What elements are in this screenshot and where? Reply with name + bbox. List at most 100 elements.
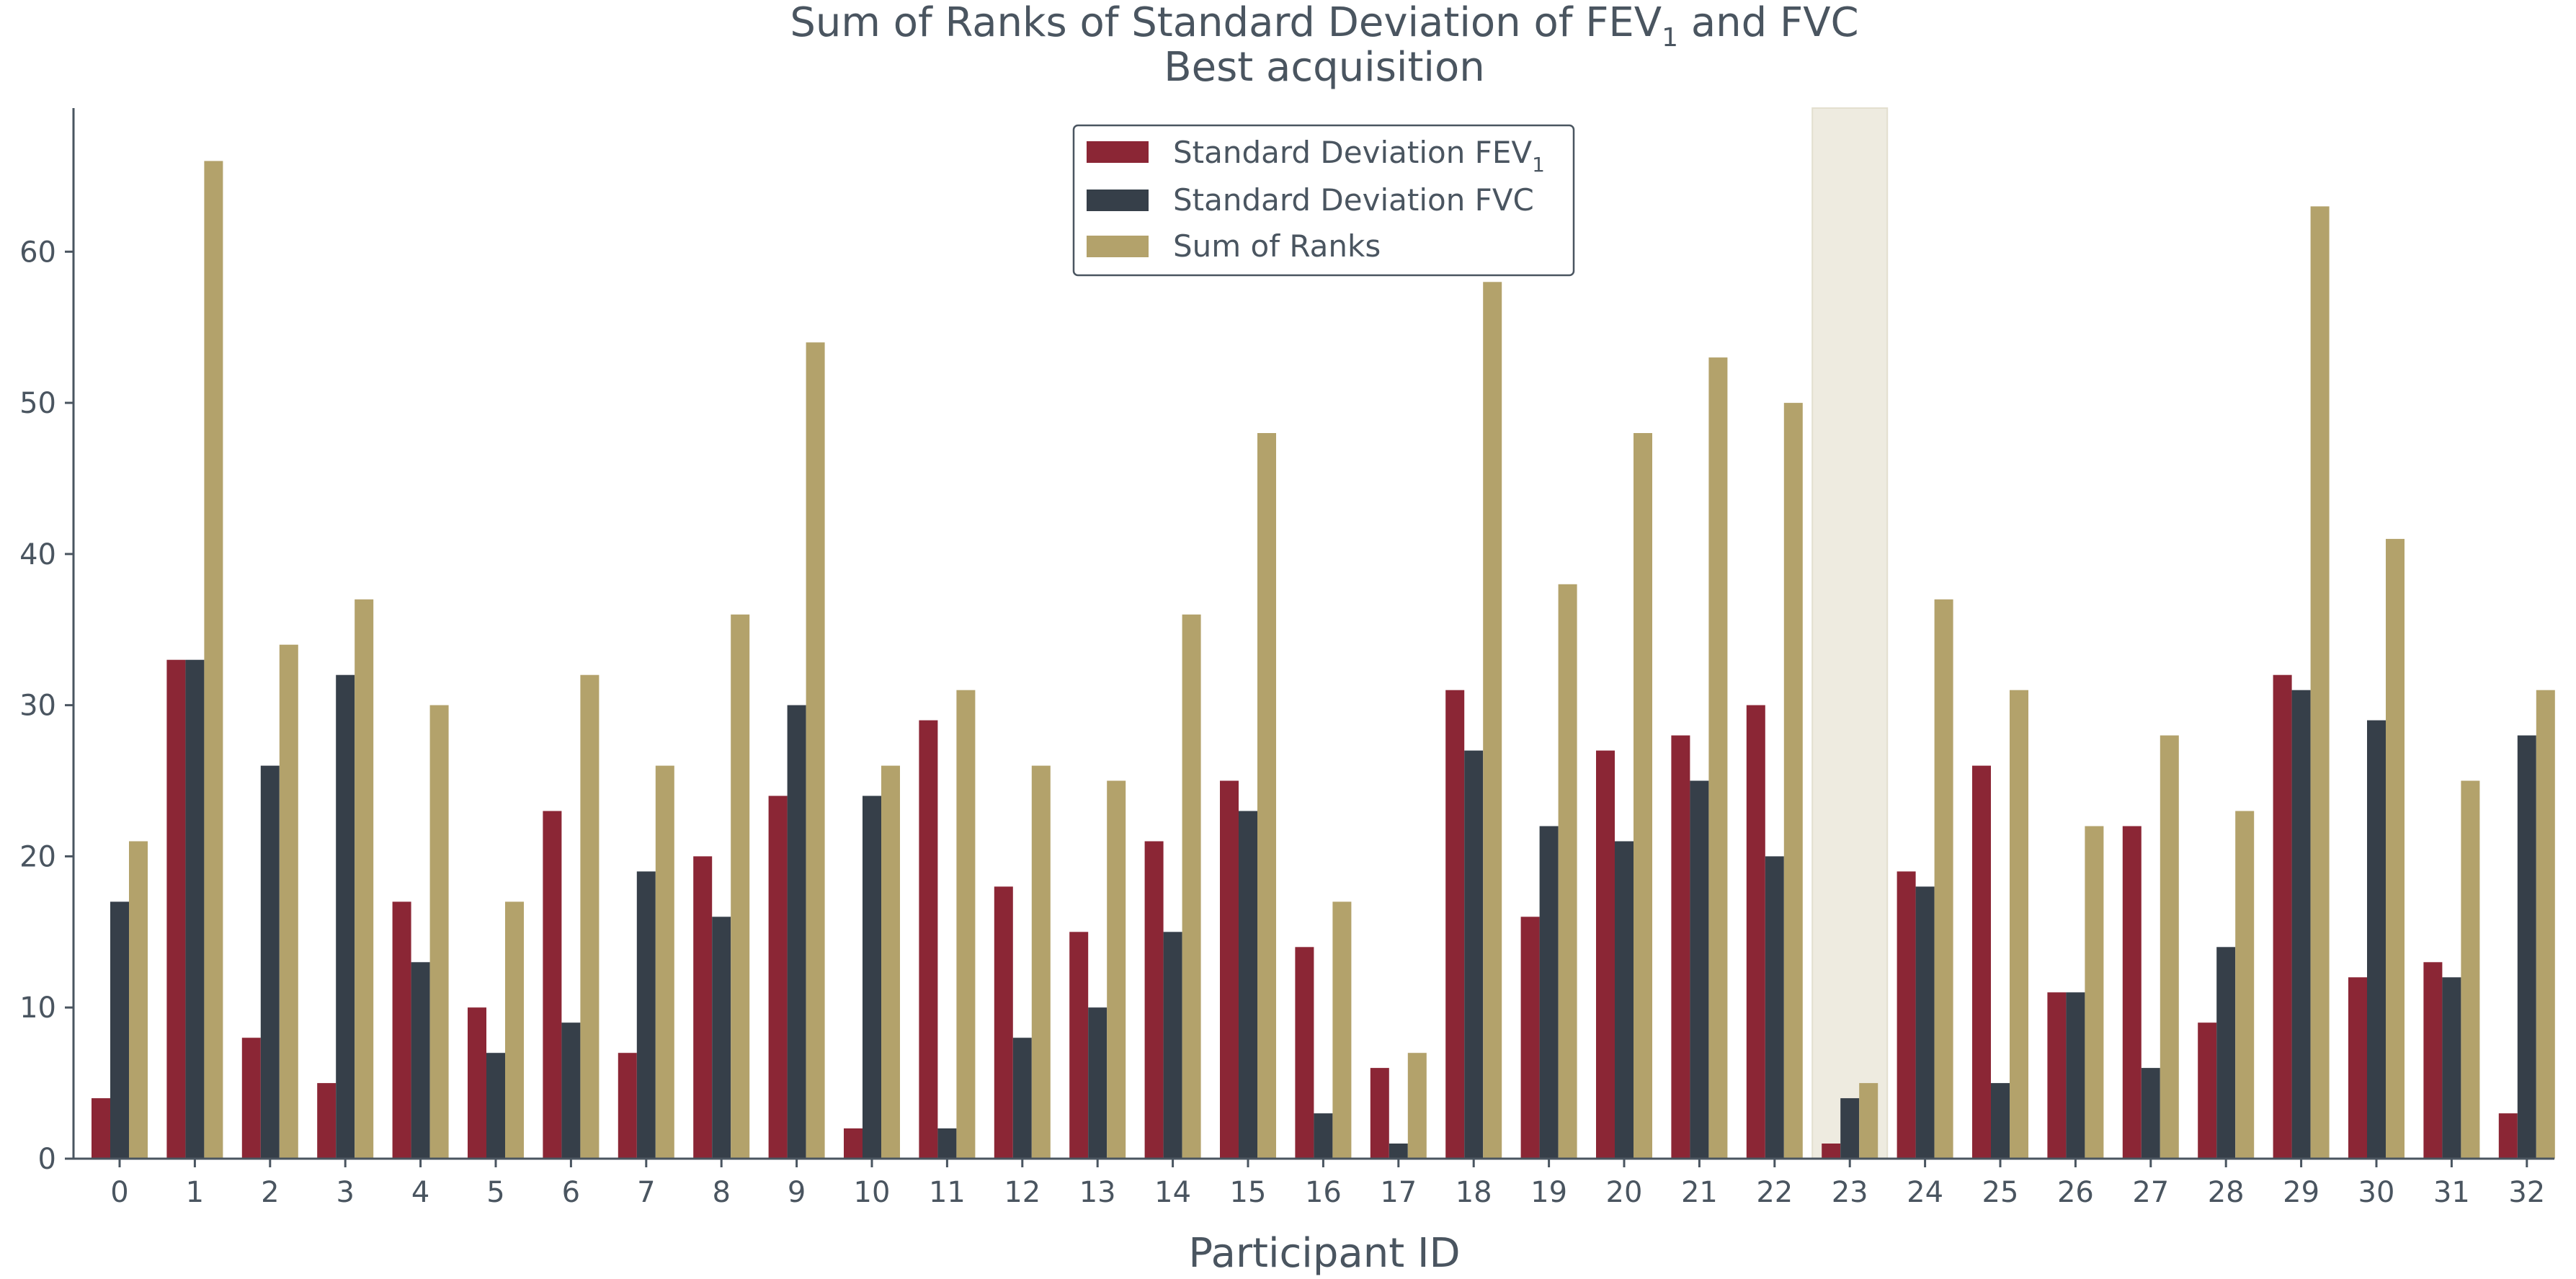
bar-fvc-participant-2 — [260, 765, 280, 1159]
bar-fev1-participant-15 — [1220, 780, 1239, 1159]
x-tick-label-22: 22 — [1756, 1176, 1793, 1209]
bar-fvc-participant-27 — [2141, 1068, 2160, 1159]
bar-fvc-participant-19 — [1539, 826, 1559, 1159]
x-tick-label-5: 5 — [486, 1176, 504, 1209]
bar-fev1-participant-1 — [166, 659, 186, 1159]
x-tick-label-24: 24 — [1907, 1176, 1943, 1209]
bar-sum-of-ranks-participant-31 — [2461, 780, 2480, 1159]
bar-fvc-participant-24 — [1915, 886, 1935, 1159]
bar-fvc-participant-5 — [486, 1053, 505, 1159]
bar-fev1-participant-22 — [1746, 705, 1765, 1159]
bar-fvc-participant-22 — [1765, 856, 1784, 1159]
bar-sum-of-ranks-participant-0 — [129, 841, 148, 1159]
bar-fev1-participant-5 — [468, 1007, 486, 1159]
x-tick-label-0: 0 — [110, 1176, 128, 1209]
x-tick-label-30: 30 — [2358, 1176, 2395, 1209]
x-tick-label-29: 29 — [2283, 1176, 2319, 1209]
x-tick-label-14: 14 — [1154, 1176, 1191, 1209]
bar-sum-of-ranks-participant-1 — [204, 161, 223, 1159]
bar-fvc-participant-25 — [1991, 1083, 2010, 1159]
bar-fev1-participant-13 — [1069, 932, 1089, 1159]
x-tick-label-7: 7 — [637, 1176, 655, 1209]
bar-sum-of-ranks-participant-3 — [355, 599, 374, 1159]
bar-sum-of-ranks-participant-12 — [1031, 765, 1051, 1159]
bar-sum-of-ranks-participant-10 — [881, 765, 900, 1159]
bar-sum-of-ranks-participant-6 — [580, 674, 600, 1159]
bar-fvc-participant-21 — [1690, 780, 1709, 1159]
bar-fvc-participant-28 — [2216, 947, 2236, 1159]
x-tick-label-1: 1 — [186, 1176, 204, 1209]
x-tick-label-8: 8 — [712, 1176, 730, 1209]
bar-fvc-participant-6 — [561, 1022, 581, 1159]
bar-fvc-participant-32 — [2517, 735, 2536, 1159]
bar-fev1-participant-8 — [693, 856, 713, 1159]
bar-fev1-participant-24 — [1897, 871, 1916, 1159]
legend-swatch-sum-of-ranks — [1087, 236, 1149, 257]
bar-fev1-participant-10 — [844, 1128, 863, 1159]
y-tick-label-10: 10 — [19, 991, 56, 1025]
x-tick-label-9: 9 — [788, 1176, 806, 1209]
bar-fev1-participant-3 — [317, 1083, 337, 1159]
bar-sum-of-ranks-participant-25 — [2010, 690, 2028, 1159]
bar-sum-of-ranks-participant-21 — [1708, 357, 1728, 1159]
bar-sum-of-ranks-participant-18 — [1483, 282, 1502, 1159]
bar-sum-of-ranks-participant-11 — [956, 690, 976, 1159]
bar-fvc-participant-18 — [1464, 750, 1484, 1159]
x-tick-label-17: 17 — [1380, 1176, 1417, 1209]
chart-title-line1: Sum of Ranks of Standard Deviation of FE… — [790, 0, 1858, 53]
bar-fev1-participant-9 — [768, 796, 788, 1159]
bar-sum-of-ranks-participant-15 — [1257, 433, 1276, 1159]
bar-fev1-participant-12 — [994, 886, 1013, 1159]
bar-fvc-participant-7 — [636, 871, 656, 1159]
x-tick-label-10: 10 — [854, 1176, 891, 1209]
x-tick-label-13: 13 — [1079, 1176, 1116, 1209]
x-tick-label-27: 27 — [2132, 1176, 2169, 1209]
y-tick-label-40: 40 — [19, 538, 56, 571]
chart-title-line2: Best acquisition — [1164, 44, 1485, 91]
bar-fvc-participant-3 — [336, 674, 355, 1159]
x-tick-label-20: 20 — [1606, 1176, 1643, 1209]
bar-fev1-participant-27 — [2122, 826, 2142, 1159]
bar-fev1-participant-11 — [919, 720, 938, 1159]
bar-fev1-participant-14 — [1144, 841, 1164, 1159]
bar-fev1-participant-29 — [2273, 674, 2292, 1159]
bar-fvc-participant-13 — [1088, 1007, 1107, 1159]
x-tick-label-12: 12 — [1004, 1176, 1040, 1209]
x-tick-label-16: 16 — [1305, 1176, 1342, 1209]
highlight-band-participant-23 — [1811, 107, 1889, 1159]
bar-fev1-participant-25 — [1972, 765, 1991, 1159]
x-tick-label-21: 21 — [1681, 1176, 1718, 1209]
bar-fev1-participant-4 — [392, 901, 411, 1159]
x-tick-label-3: 3 — [336, 1176, 354, 1209]
x-axis-label: Participant ID — [1188, 1230, 1460, 1277]
bar-sum-of-ranks-participant-8 — [731, 614, 750, 1159]
legend: Standard Deviation FEV1 Standard Deviati… — [1072, 124, 1575, 277]
bar-fev1-participant-6 — [543, 811, 562, 1159]
bar-fvc-participant-30 — [2367, 720, 2386, 1159]
bar-fev1-participant-18 — [1445, 690, 1465, 1159]
bar-fev1-participant-7 — [618, 1053, 637, 1159]
bar-fvc-participant-1 — [185, 659, 205, 1159]
bar-fev1-participant-28 — [2198, 1022, 2217, 1159]
bar-fvc-participant-15 — [1239, 811, 1257, 1159]
bar-fev1-participant-26 — [2047, 992, 2067, 1159]
legend-label-sum-of-ranks: Sum of Ranks — [1173, 228, 1381, 264]
bar-fev1-participant-20 — [1596, 750, 1615, 1159]
bar-fvc-participant-0 — [110, 901, 129, 1159]
bar-sum-of-ranks-participant-2 — [279, 644, 298, 1159]
x-tick-label-15: 15 — [1230, 1176, 1267, 1209]
x-tick-label-25: 25 — [1982, 1176, 2019, 1209]
legend-label-fev1: Standard Deviation FEV1 — [1173, 135, 1545, 177]
bar-fvc-participant-9 — [787, 705, 806, 1159]
legend-frame — [1072, 124, 1575, 277]
bar-fev1-participant-30 — [2348, 977, 2367, 1159]
bar-fvc-participant-14 — [1163, 932, 1182, 1159]
y-tick-label-0: 0 — [38, 1143, 56, 1176]
bar-sum-of-ranks-participant-14 — [1182, 614, 1201, 1159]
bar-fvc-participant-11 — [937, 1128, 957, 1159]
y-tick-label-50: 50 — [19, 387, 56, 420]
bar-fvc-participant-26 — [2066, 992, 2085, 1159]
bar-fev1-participant-21 — [1671, 735, 1690, 1159]
bar-sum-of-ranks-participant-19 — [1558, 584, 1577, 1159]
bar-sum-of-ranks-participant-24 — [1934, 599, 1953, 1159]
